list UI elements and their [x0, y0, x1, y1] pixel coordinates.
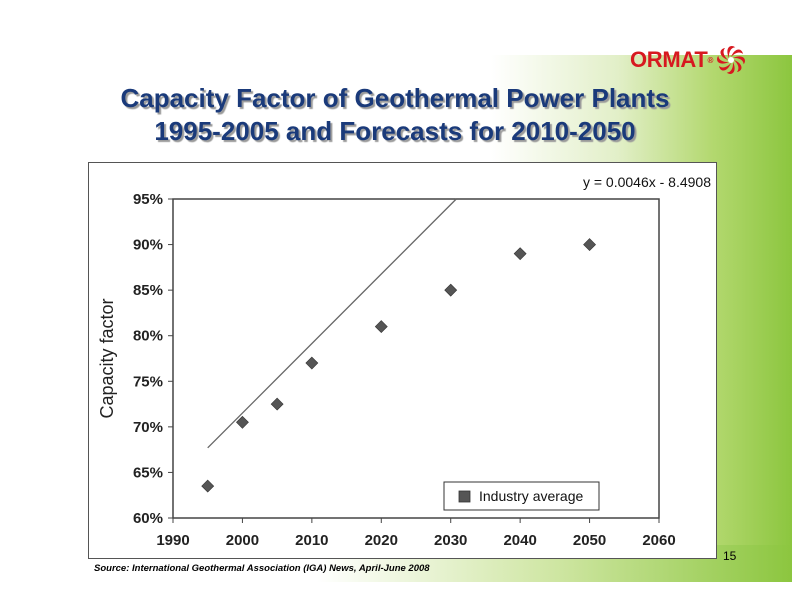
logo-registered-mark: ® [707, 55, 714, 65]
source-citation: Source: International Geothermal Associa… [94, 563, 430, 574]
x-tick-label: 2060 [642, 532, 675, 549]
y-tick-label: 70% [133, 419, 163, 436]
logo-text: ORMAT [630, 47, 708, 72]
data-point [374, 320, 388, 334]
data-point [305, 356, 319, 370]
data-point [270, 397, 284, 411]
ormat-logo: ORMAT ® [630, 40, 760, 80]
plot-area-frame [172, 198, 660, 519]
title-line-2: 1995-2005 and Forecasts for 2010-2050 [154, 116, 636, 146]
x-tick-label: 2010 [295, 532, 328, 549]
chart-panel: 60% 65% 70% 75% 80% 85% 90% 95% 1990 2000 2010 2020… [88, 162, 717, 559]
x-tick-label: 2040 [503, 532, 536, 549]
x-tick-label: 2020 [365, 532, 398, 549]
page-number: 15 [723, 549, 737, 563]
title-line-1: Capacity Factor of Geothermal Power Plan… [120, 83, 670, 113]
y-tick-label: 80% [133, 328, 163, 345]
data-point [201, 479, 215, 493]
x-tick-label: 2030 [434, 532, 467, 549]
y-tick-label: 60% [133, 510, 163, 527]
y-tick-label: 85% [133, 282, 163, 299]
data-point [513, 247, 527, 261]
sun-swirl-icon [717, 46, 746, 74]
legend-label: Industry average [479, 488, 583, 504]
y-tick-label: 65% [133, 464, 163, 481]
y-tick-label: 75% [133, 373, 163, 390]
data-point [444, 283, 458, 297]
x-tick-label: 1990 [156, 532, 189, 549]
trendline [207, 198, 457, 449]
y-tick-label: 95% [133, 191, 163, 208]
x-tick-label: 2050 [573, 532, 606, 549]
data-point [583, 238, 596, 251]
trendline-equation: y = 0.0046x - 8.4908 [583, 174, 711, 190]
scatter-chart: 60% 65% 70% 75% 80% 85% 90% 95% 1990 2000 2010 2020… [97, 174, 711, 549]
x-tick-label: 2000 [226, 532, 259, 549]
y-axis-label: Capacity factor [97, 298, 117, 418]
legend-swatch [458, 490, 471, 503]
slide-title: Capacity Factor of Geothermal Power Plan… [80, 82, 710, 148]
data-point [236, 415, 249, 429]
y-tick-label: 90% [133, 237, 163, 254]
